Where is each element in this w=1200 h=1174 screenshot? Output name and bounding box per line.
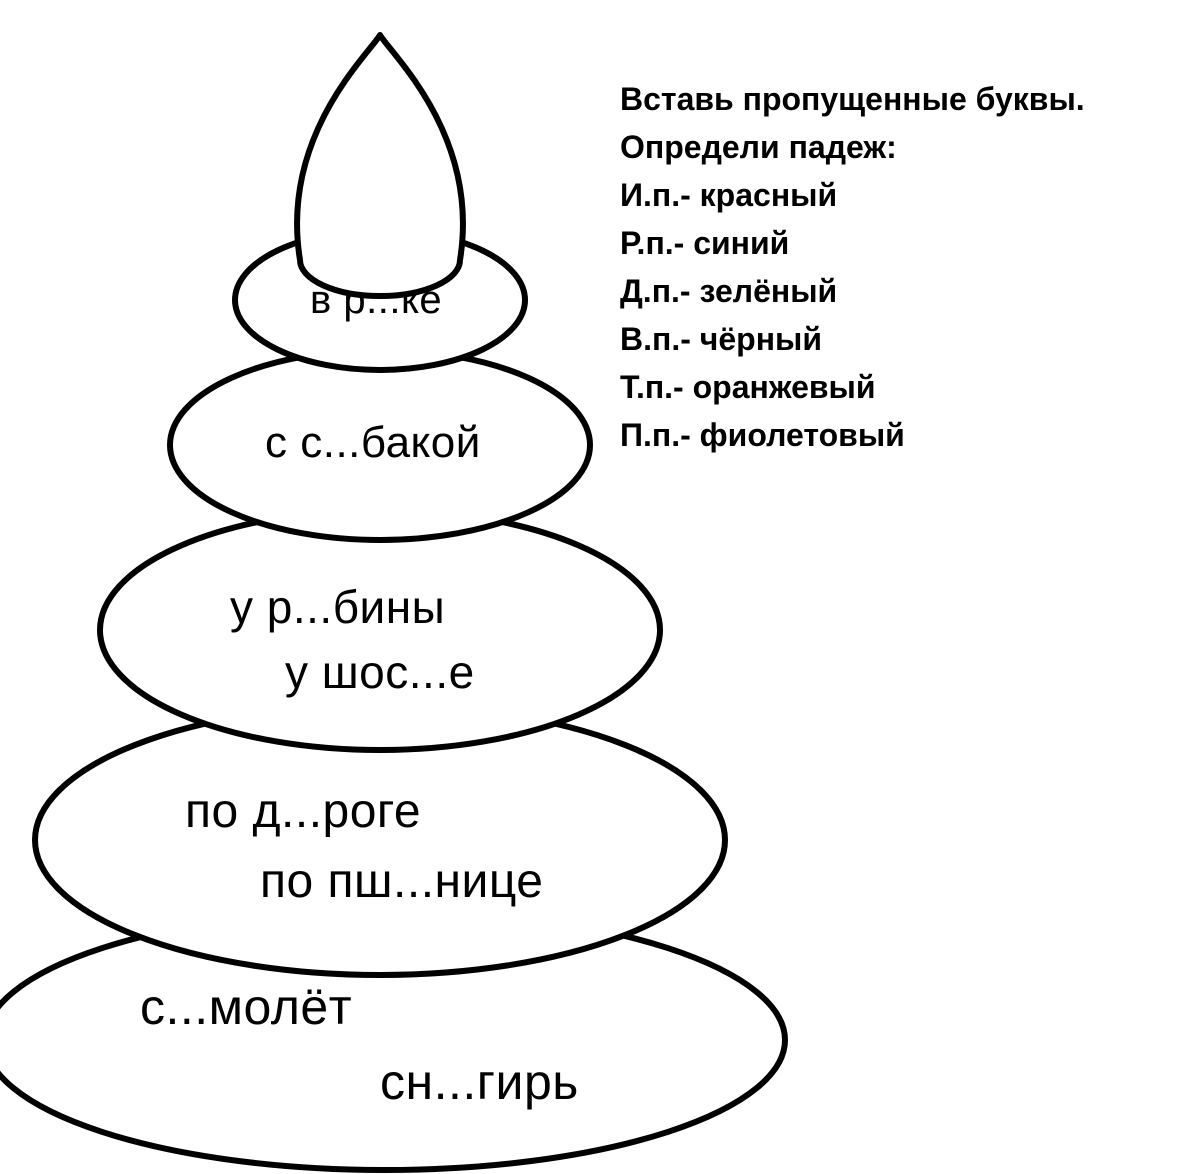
ring-label-3-line1: по д...роге: [185, 784, 421, 839]
legend-block: Вставь пропущенные буквы. Определи падеж…: [620, 75, 1085, 459]
pyramid-top-cone: [297, 35, 463, 296]
ring-label-0-line1: в р...ке: [310, 278, 442, 323]
ring-label-1-line1: с с...бакой: [265, 418, 481, 468]
ring-label-2-line2: у шос...е: [285, 645, 475, 699]
ring-label-4-line2: сн...гирь: [380, 1053, 579, 1111]
legend-line-1: Определи падеж:: [620, 123, 1085, 171]
ring-label-2-line1: у р...бины: [230, 580, 445, 634]
legend-line-4: Д.п.- зелёный: [620, 267, 1085, 315]
legend-line-0: Вставь пропущенные буквы.: [620, 75, 1085, 123]
legend-line-7: П.п.- фиолетовый: [620, 411, 1085, 459]
worksheet-stage: в р...ке с с...бакой у р...бины у шос...е по…: [0, 0, 1200, 1174]
ring-label-4-line1: с...молёт: [140, 978, 352, 1036]
ring-label-3-line2: по пш...нице: [260, 854, 544, 909]
legend-line-6: Т.п.- оранжевый: [620, 363, 1085, 411]
legend-line-3: Р.п.- синий: [620, 219, 1085, 267]
legend-line-2: И.п.- красный: [620, 171, 1085, 219]
legend-line-5: В.п.- чёрный: [620, 315, 1085, 363]
